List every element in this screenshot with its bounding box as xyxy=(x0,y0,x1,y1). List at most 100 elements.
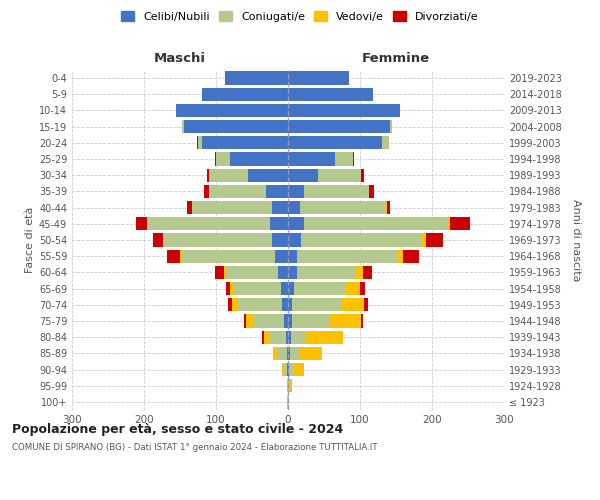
Bar xyxy=(318,168,361,182)
Bar xyxy=(215,152,216,166)
Bar xyxy=(288,282,294,295)
Bar xyxy=(198,136,202,149)
Bar xyxy=(288,266,296,279)
Legend: Celibi/Nubili, Coniugati/e, Vedovi/e, Divorziati/e: Celibi/Nubili, Coniugati/e, Vedovi/e, Di… xyxy=(118,8,482,25)
Text: Femmine: Femmine xyxy=(362,52,430,65)
Bar xyxy=(148,217,270,230)
Bar xyxy=(167,250,180,263)
Bar xyxy=(288,152,335,166)
Bar xyxy=(304,217,448,230)
Bar xyxy=(293,363,304,376)
Bar xyxy=(224,266,226,279)
Bar xyxy=(278,266,288,279)
Bar xyxy=(288,104,400,117)
Bar xyxy=(288,88,373,101)
Bar xyxy=(272,234,288,246)
Bar xyxy=(206,168,209,182)
Text: Maschi: Maschi xyxy=(154,52,206,65)
Bar xyxy=(368,185,374,198)
Bar xyxy=(273,346,277,360)
Bar xyxy=(262,330,263,344)
Bar xyxy=(346,282,360,295)
Bar xyxy=(245,314,254,328)
Bar xyxy=(341,298,364,312)
Bar xyxy=(291,330,305,344)
Bar xyxy=(356,266,363,279)
Bar xyxy=(248,168,288,182)
Bar xyxy=(232,298,238,312)
Bar xyxy=(227,298,232,312)
Bar xyxy=(184,120,288,134)
Bar xyxy=(299,346,322,360)
Bar xyxy=(269,330,286,344)
Bar xyxy=(197,136,198,149)
Bar xyxy=(277,346,287,360)
Bar xyxy=(191,201,272,214)
Y-axis label: Fasce di età: Fasce di età xyxy=(25,207,35,273)
Bar xyxy=(287,346,288,360)
Bar xyxy=(290,346,299,360)
Bar xyxy=(234,282,281,295)
Bar xyxy=(164,234,272,246)
Bar xyxy=(288,379,289,392)
Bar xyxy=(289,379,292,392)
Bar xyxy=(288,201,299,214)
Bar xyxy=(397,250,403,263)
Bar xyxy=(422,234,425,246)
Bar xyxy=(288,363,289,376)
Bar xyxy=(289,363,293,376)
Bar xyxy=(224,72,288,85)
Bar xyxy=(281,282,288,295)
Bar xyxy=(187,201,191,214)
Bar xyxy=(136,217,147,230)
Bar xyxy=(425,234,443,246)
Bar xyxy=(182,120,184,134)
Bar xyxy=(288,168,318,182)
Bar xyxy=(288,314,292,328)
Bar xyxy=(244,314,245,328)
Bar xyxy=(288,217,304,230)
Bar xyxy=(205,185,209,198)
Bar xyxy=(448,217,450,230)
Bar xyxy=(296,266,356,279)
Bar xyxy=(226,266,278,279)
Bar xyxy=(304,185,368,198)
Bar xyxy=(275,250,288,263)
Bar xyxy=(284,363,287,376)
Bar xyxy=(353,152,354,166)
Bar xyxy=(230,282,234,295)
Bar xyxy=(288,120,390,134)
Bar xyxy=(292,298,341,312)
Bar xyxy=(288,250,296,263)
Bar xyxy=(216,152,230,166)
Bar xyxy=(361,314,363,328)
Bar xyxy=(299,201,386,214)
Bar xyxy=(287,379,288,392)
Bar xyxy=(364,298,368,312)
Text: Popolazione per età, sesso e stato civile - 2024: Popolazione per età, sesso e stato civil… xyxy=(12,422,343,436)
Bar xyxy=(288,330,291,344)
Bar xyxy=(209,168,248,182)
Bar xyxy=(292,314,329,328)
Bar xyxy=(288,234,301,246)
Bar xyxy=(215,266,224,279)
Bar xyxy=(272,201,288,214)
Bar xyxy=(176,104,288,117)
Bar xyxy=(390,120,392,134)
Bar xyxy=(209,185,266,198)
Bar xyxy=(288,346,290,360)
Bar xyxy=(266,185,288,198)
Bar xyxy=(282,298,288,312)
Bar xyxy=(163,234,164,246)
Text: COMUNE DI SPIRANO (BG) - Dati ISTAT 1° gennaio 2024 - Elaborazione TUTTITALIA.IT: COMUNE DI SPIRANO (BG) - Dati ISTAT 1° g… xyxy=(12,442,377,452)
Bar xyxy=(361,168,364,182)
Bar xyxy=(154,234,163,246)
Bar xyxy=(288,185,304,198)
Bar xyxy=(286,330,288,344)
Bar xyxy=(288,396,289,408)
Bar xyxy=(360,282,365,295)
Bar xyxy=(403,250,419,263)
Bar xyxy=(335,152,353,166)
Bar xyxy=(226,282,230,295)
Bar xyxy=(296,250,397,263)
